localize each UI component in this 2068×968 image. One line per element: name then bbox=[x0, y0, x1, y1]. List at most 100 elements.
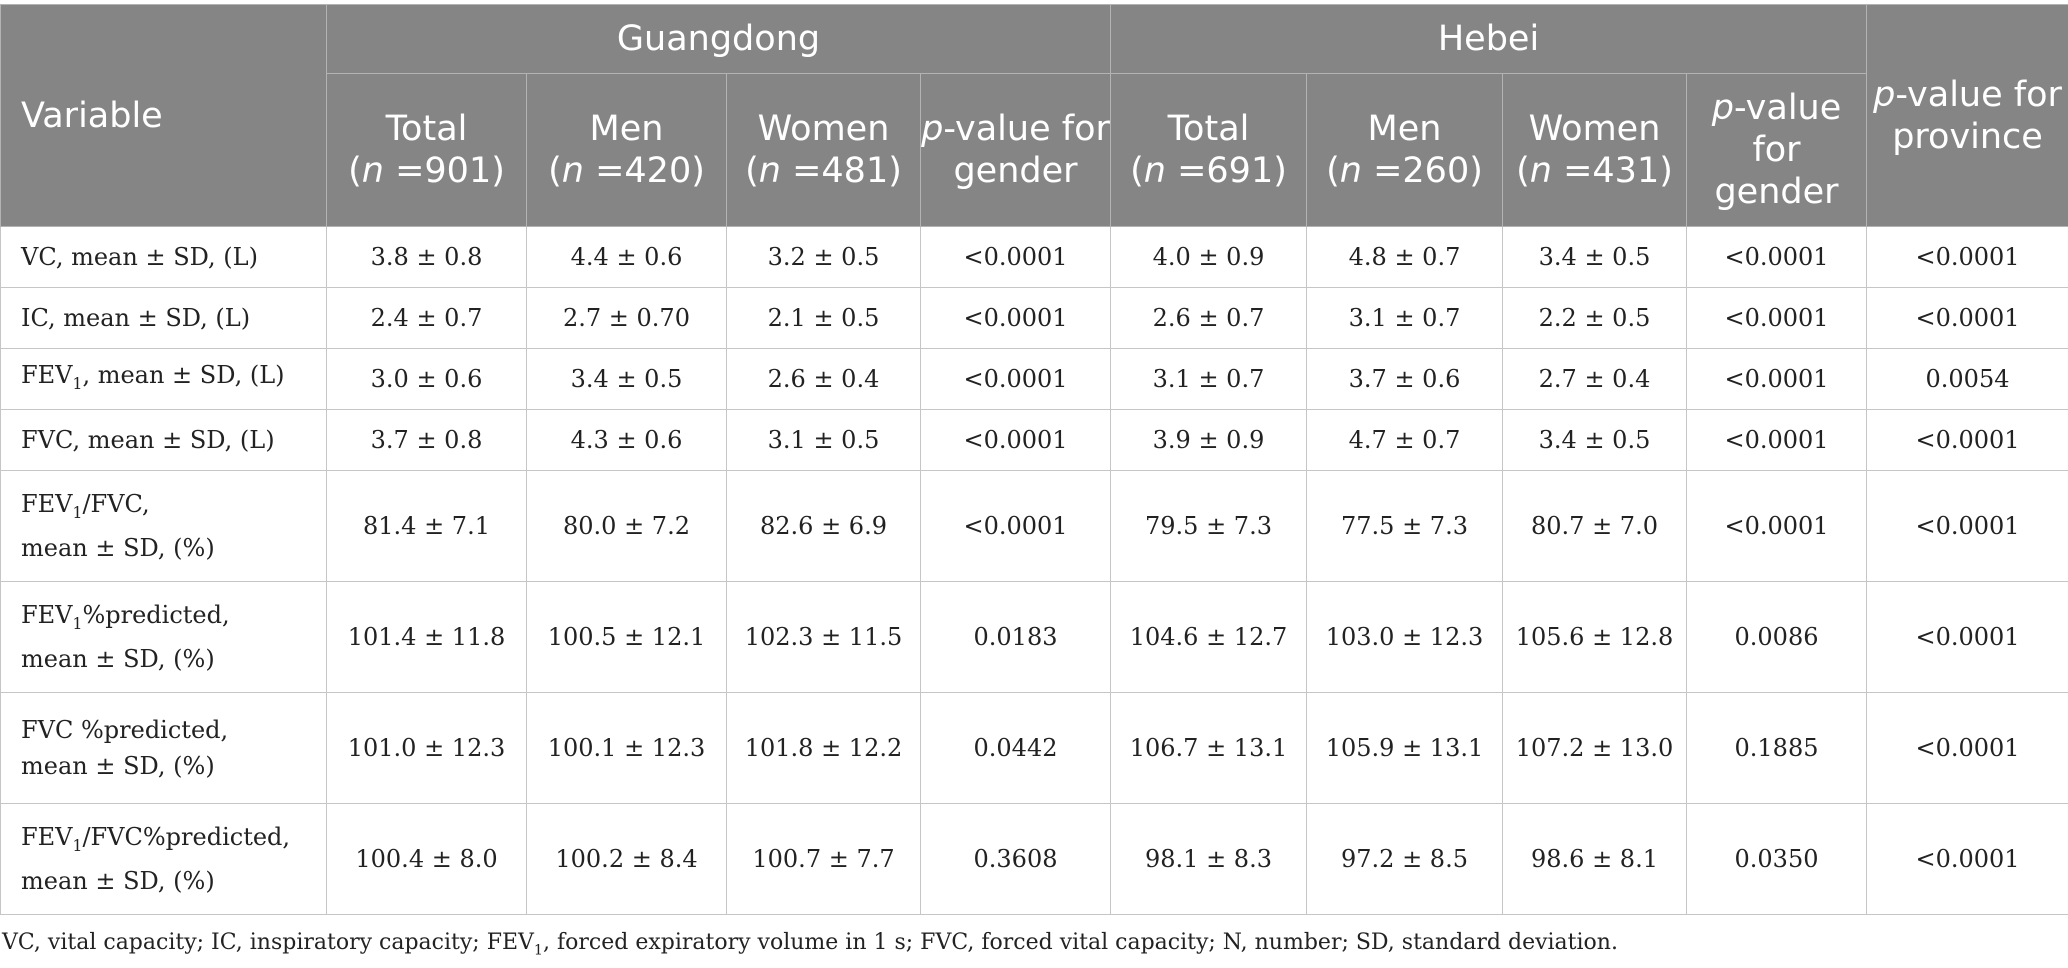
table-cell: 3.1 ± 0.7 bbox=[1306, 287, 1503, 349]
table-cell: 100.4 ± 8.0 bbox=[326, 803, 527, 915]
table-cell: 3.4 ± 0.5 bbox=[1502, 226, 1687, 288]
header-p-province: p-value for province bbox=[1866, 4, 2068, 227]
table-cell: 104.6 ± 12.7 bbox=[1110, 581, 1307, 693]
table-cell: 3.8 ± 0.8 bbox=[326, 226, 527, 288]
table-cell: 0.3608 bbox=[920, 803, 1111, 915]
table-cell: 80.7 ± 7.0 bbox=[1502, 470, 1687, 582]
table-cell: <0.0001 bbox=[1866, 581, 2068, 693]
table-cell: 100.5 ± 12.1 bbox=[526, 581, 727, 693]
header-hb-total: Total (n =691) bbox=[1110, 73, 1307, 227]
table-cell: 0.1885 bbox=[1685, 692, 1868, 804]
table-cell: 2.6 ± 0.4 bbox=[726, 348, 921, 410]
row-label: FEV1/FVC%predicted, mean ± SD, (%) bbox=[0, 803, 327, 915]
table-cell: 0.0183 bbox=[920, 581, 1111, 693]
header-gd-men: Men (n =420) bbox=[526, 73, 727, 227]
table-cell: <0.0001 bbox=[1866, 470, 2068, 582]
table-cell: <0.0001 bbox=[920, 287, 1111, 349]
table-cell: 102.3 ± 11.5 bbox=[726, 581, 921, 693]
table-cell: 4.3 ± 0.6 bbox=[526, 409, 727, 471]
table-row: FEV1/FVC, mean ± SD, (%) 81.4 ± 7.1 80.0 ± … bbox=[0, 470, 2068, 582]
table-cell: 0.0442 bbox=[920, 692, 1111, 804]
row-label: IC, mean ± SD, (L) bbox=[0, 287, 327, 349]
table-cell: 4.4 ± 0.6 bbox=[526, 226, 727, 288]
table-cell: <0.0001 bbox=[1685, 470, 1868, 582]
header-hb-women: Women (n =431) bbox=[1502, 73, 1687, 227]
table-cell: <0.0001 bbox=[920, 470, 1111, 582]
header-hb-p-gender: p-value for gender bbox=[1685, 73, 1868, 227]
table-body: VC, mean ± SD, (L) 3.8 ± 0.8 4.4 ± 0.6 3.2 … bbox=[0, 226, 2068, 915]
table-cell: 0.0086 bbox=[1685, 581, 1868, 693]
table-cell: <0.0001 bbox=[920, 226, 1111, 288]
table-cell: 101.4 ± 11.8 bbox=[326, 581, 527, 693]
table-cell: 101.0 ± 12.3 bbox=[326, 692, 527, 804]
header-guangdong: Guangdong bbox=[326, 4, 1111, 74]
header-hb-men: Men (n =260) bbox=[1306, 73, 1503, 227]
table-cell: <0.0001 bbox=[1866, 803, 2068, 915]
table-cell: 2.4 ± 0.7 bbox=[326, 287, 527, 349]
table-cell: 105.9 ± 13.1 bbox=[1306, 692, 1503, 804]
table-cell: <0.0001 bbox=[1685, 409, 1868, 471]
table-cell: 3.2 ± 0.5 bbox=[726, 226, 921, 288]
header-gd-p-gender: p-value for gender bbox=[920, 73, 1111, 227]
row-label: FEV1/FVC, mean ± SD, (%) bbox=[0, 470, 327, 582]
table-cell: 105.6 ± 12.8 bbox=[1502, 581, 1687, 693]
table-cell: 3.7 ± 0.6 bbox=[1306, 348, 1503, 410]
table-cell: <0.0001 bbox=[1685, 287, 1868, 349]
table-cell: 2.7 ± 0.70 bbox=[526, 287, 727, 349]
table-cell: 77.5 ± 7.3 bbox=[1306, 470, 1503, 582]
table-cell: <0.0001 bbox=[1866, 409, 2068, 471]
table-cell: <0.0001 bbox=[920, 348, 1111, 410]
table-row: VC, mean ± SD, (L) 3.8 ± 0.8 4.4 ± 0.6 3.2 … bbox=[0, 226, 2068, 288]
table-row: IC, mean ± SD, (L) 2.4 ± 0.7 2.7 ± 0.70 2.1… bbox=[0, 287, 2068, 349]
table-cell: <0.0001 bbox=[1685, 348, 1868, 410]
table-cell: 103.0 ± 12.3 bbox=[1306, 581, 1503, 693]
table-cell: 98.1 ± 8.3 bbox=[1110, 803, 1307, 915]
header-row-columns: Total (n =901) Men (n =420) Women (n =481) … bbox=[1, 73, 2068, 227]
table-cell: <0.0001 bbox=[920, 409, 1111, 471]
table-cell: 3.4 ± 0.5 bbox=[526, 348, 727, 410]
header-hebei: Hebei bbox=[1109, 4, 1868, 74]
table-cell: <0.0001 bbox=[1866, 287, 2068, 349]
table-row: FEV1%predicted, mean ± SD, (%) 101.4 ± 11.… bbox=[0, 581, 2068, 693]
row-label: FVC %predicted, mean ± SD, (%) bbox=[0, 692, 327, 804]
table-cell: 3.4 ± 0.5 bbox=[1502, 409, 1687, 471]
table-cell: 3.7 ± 0.8 bbox=[326, 409, 527, 471]
table-cell: 100.2 ± 8.4 bbox=[526, 803, 727, 915]
row-label: FVC, mean ± SD, (L) bbox=[0, 409, 327, 471]
table-footnote: VC, vital capacity; IC, inspiratory capa… bbox=[2, 930, 1618, 959]
table-cell: 100.7 ± 7.7 bbox=[726, 803, 921, 915]
table-cell: 97.2 ± 8.5 bbox=[1306, 803, 1503, 915]
table-cell: 98.6 ± 8.1 bbox=[1502, 803, 1687, 915]
table-cell: 79.5 ± 7.3 bbox=[1110, 470, 1307, 582]
results-table: Variable Guangdong Hebei p-value for pro… bbox=[0, 4, 2068, 915]
table-cell: <0.0001 bbox=[1866, 692, 2068, 804]
table-cell: 4.0 ± 0.9 bbox=[1110, 226, 1307, 288]
table-cell: 4.8 ± 0.7 bbox=[1306, 226, 1503, 288]
table-cell: <0.0001 bbox=[1685, 226, 1868, 288]
table-cell: 82.6 ± 6.9 bbox=[726, 470, 921, 582]
table-cell: 3.9 ± 0.9 bbox=[1110, 409, 1307, 471]
table-cell: 4.7 ± 0.7 bbox=[1306, 409, 1503, 471]
table-row: FVC, mean ± SD, (L) 3.7 ± 0.8 4.3 ± 0.6 3.1… bbox=[0, 409, 2068, 471]
table-cell: 2.6 ± 0.7 bbox=[1110, 287, 1307, 349]
header-gd-total: Total (n =901) bbox=[326, 73, 527, 227]
table-row: FVC %predicted, mean ± SD, (%) 101.0 ± 12.… bbox=[0, 692, 2068, 804]
table-cell: 2.7 ± 0.4 bbox=[1502, 348, 1687, 410]
table-cell: 3.1 ± 0.5 bbox=[726, 409, 921, 471]
table-row: FEV1, mean ± SD, (L) 3.0 ± 0.6 3.4 ± 0.5 2.… bbox=[0, 348, 2068, 410]
row-label: FEV1%predicted, mean ± SD, (%) bbox=[0, 581, 327, 693]
table-cell: 3.0 ± 0.6 bbox=[326, 348, 527, 410]
table-cell: <0.0001 bbox=[1866, 226, 2068, 288]
table-cell: 106.7 ± 13.1 bbox=[1110, 692, 1307, 804]
table-cell: 2.1 ± 0.5 bbox=[726, 287, 921, 349]
table-cell: 101.8 ± 12.2 bbox=[726, 692, 921, 804]
header-variable: Variable bbox=[0, 4, 327, 227]
table-cell: 81.4 ± 7.1 bbox=[326, 470, 527, 582]
table-cell: 80.0 ± 7.2 bbox=[526, 470, 727, 582]
table-cell: 3.1 ± 0.7 bbox=[1110, 348, 1307, 410]
table-cell: 107.2 ± 13.0 bbox=[1502, 692, 1687, 804]
table-cell: 0.0350 bbox=[1685, 803, 1868, 915]
header-row-groups: Variable Guangdong Hebei p-value for pro… bbox=[0, 4, 2068, 227]
row-label: FEV1, mean ± SD, (L) bbox=[0, 348, 327, 410]
row-label: VC, mean ± SD, (L) bbox=[0, 226, 327, 288]
